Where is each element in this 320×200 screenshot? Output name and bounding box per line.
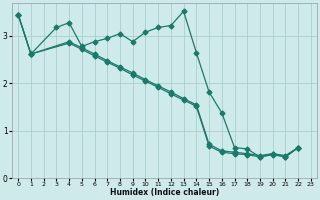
X-axis label: Humidex (Indice chaleur): Humidex (Indice chaleur) <box>110 188 219 197</box>
